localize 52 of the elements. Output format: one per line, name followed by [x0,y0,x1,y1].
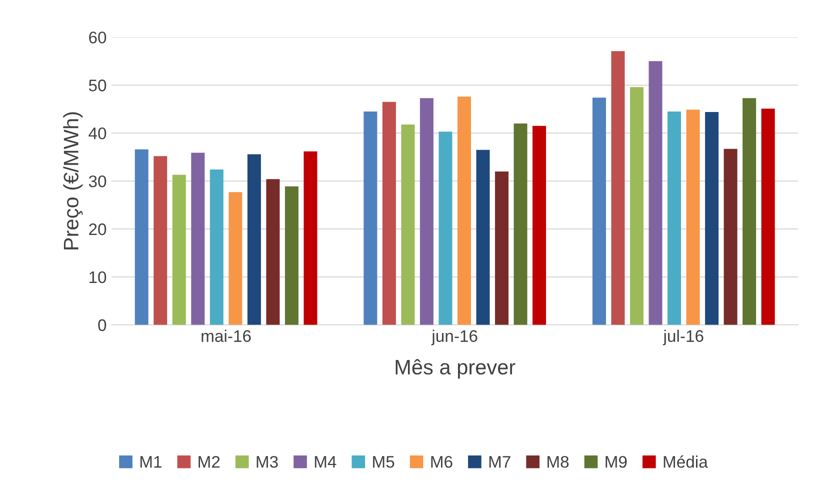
legend-label: M5 [373,456,394,468]
y-tick-label: 10 [90,271,106,284]
y-tick-label: 50 [88,80,106,92]
x-tick-label: mai-16 [202,330,251,342]
y-tick-label: 30 [88,175,106,188]
y-tick-label: 40 [88,127,106,140]
bar [457,96,471,325]
bar [592,98,606,325]
bar [476,150,490,325]
bar [304,151,318,325]
legend-label: M3 [256,456,278,468]
y-tick-label: 20 [89,223,106,236]
legend-label: M7 [489,456,510,468]
bar [191,152,205,325]
bar [630,87,644,325]
bar [284,186,298,325]
legend-label: M9 [606,456,627,468]
legend-label: M8 [548,456,569,468]
x-axis-title: Mês a prever [396,359,516,379]
y-tick-label: 60 [89,32,106,44]
legend-label: M4 [314,456,336,468]
bar [266,179,280,325]
y-tick-label: 0 [98,319,106,332]
bar [134,149,148,325]
bar [247,154,261,325]
bar [228,192,242,325]
x-tick-label: jun-16 [431,330,478,346]
legend-label: M6 [431,456,452,468]
bar [742,98,756,325]
legend-label: M2 [198,456,220,468]
bar [724,148,738,325]
y-axis-title: Preço (€/MWh) [63,112,83,250]
bar [154,156,168,325]
bar [514,124,528,325]
bar [420,98,434,325]
bar [210,170,224,325]
bar [532,126,546,325]
legend-label: Média [664,455,708,468]
bar [495,171,509,325]
bar [761,108,775,325]
bar [382,102,396,325]
bar [438,132,452,325]
bar [611,51,625,325]
bar [668,112,682,325]
bar [705,112,719,325]
bar [401,124,415,325]
x-tick-label: jul-16 [662,330,704,346]
bar [686,110,700,325]
bar [172,174,186,325]
bar [364,112,378,325]
legend-label: M1 [140,456,162,468]
bar [648,61,662,325]
